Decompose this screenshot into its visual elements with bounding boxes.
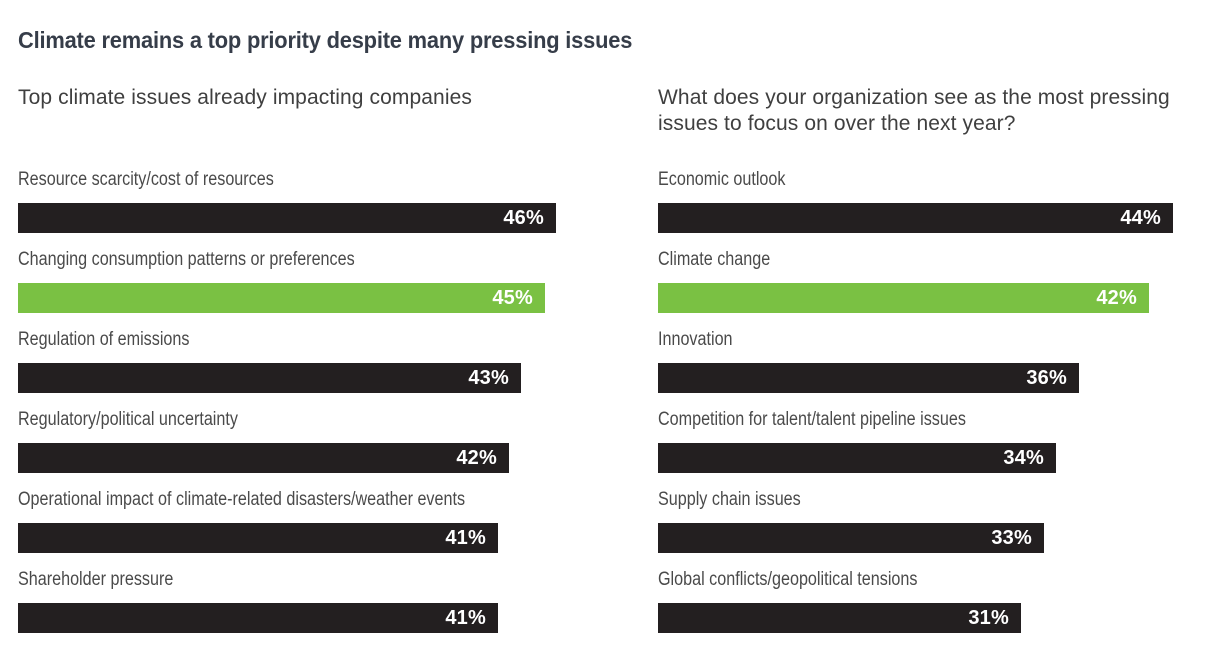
bar-highlighted: 42% <box>658 283 1149 313</box>
bar-value-label: 44% <box>1120 206 1161 229</box>
bar-category-label: Supply chain issues <box>658 489 801 510</box>
bar-value-label: 41% <box>445 606 486 629</box>
chart-row: Competition for talent/talent pipeline i… <box>658 410 1219 473</box>
bar-category-label: Global conflicts/geopolitical tensions <box>658 569 918 590</box>
chart-row: Climate change 42% <box>658 250 1219 313</box>
bar: 33% <box>658 523 1044 553</box>
bar-value-label: 42% <box>456 446 497 469</box>
bar: 44% <box>658 203 1173 233</box>
chart-row: Operational impact of climate-related di… <box>18 490 658 553</box>
bar-chart-left: Resource scarcity/cost of resources 46% Ch… <box>18 170 658 633</box>
bar-category-label: Operational impact of climate-related di… <box>18 489 466 510</box>
chart-row: Regulation of emissions 43% <box>18 330 658 393</box>
chart-row: Supply chain issues 33% <box>658 490 1219 553</box>
bar-category-label: Competition for talent/talent pipeline i… <box>658 409 966 430</box>
bar-value-label: 36% <box>1026 366 1067 389</box>
bar-value-label: 41% <box>445 526 486 549</box>
bar-category-label: Innovation <box>658 329 733 350</box>
chart-row: Global conflicts/geopolitical tensions 31… <box>658 570 1219 633</box>
bar-value-label: 34% <box>1003 446 1044 469</box>
bar-category-label: Regulation of emissions <box>18 329 190 350</box>
chart-row: Shareholder pressure 41% <box>18 570 658 633</box>
chart-left-column: Top climate issues already impacting com… <box>18 85 658 650</box>
bar: 41% <box>18 523 498 553</box>
bar-category-label: Economic outlook <box>658 169 786 190</box>
chart-row: Economic outlook 44% <box>658 170 1219 233</box>
bar-chart-right: Economic outlook 44% Climate change 42% Inno… <box>658 170 1219 633</box>
chart-right-column: What does your organization see as the m… <box>658 85 1219 650</box>
bar-category-label: Resource scarcity/cost of resources <box>18 169 274 190</box>
bar-value-label: 45% <box>492 286 533 309</box>
bar-category-label: Shareholder pressure <box>18 569 174 590</box>
bar-value-label: 43% <box>468 366 509 389</box>
bar-value-label: 42% <box>1096 286 1137 309</box>
chart-row: Changing consumption patterns or prefere… <box>18 250 658 313</box>
bar-value-label: 31% <box>968 606 1009 629</box>
bar-value-label: 46% <box>503 206 544 229</box>
chart-row: Innovation 36% <box>658 330 1219 393</box>
bar: 42% <box>18 443 509 473</box>
bar: 34% <box>658 443 1056 473</box>
bar-highlighted: 45% <box>18 283 545 313</box>
bar: 41% <box>18 603 498 633</box>
bar: 43% <box>18 363 521 393</box>
chart-columns: Top climate issues already impacting com… <box>18 85 1219 650</box>
bar-category-label: Changing consumption patterns or prefere… <box>18 249 355 270</box>
bar: 36% <box>658 363 1079 393</box>
bar-category-label: Regulatory/political uncertainty <box>18 409 238 430</box>
chart-row: Regulatory/political uncertainty 42% <box>18 410 658 473</box>
bar: 31% <box>658 603 1021 633</box>
chart-row: Resource scarcity/cost of resources 46% <box>18 170 658 233</box>
chart-left-subtitle: Top climate issues already impacting com… <box>18 86 472 109</box>
chart-right-subtitle: What does your organization see as the m… <box>658 86 1170 135</box>
page-title: Climate remains a top priority despite m… <box>18 27 633 53</box>
bar: 46% <box>18 203 556 233</box>
bar-category-label: Climate change <box>658 249 771 270</box>
bar-value-label: 33% <box>991 526 1032 549</box>
